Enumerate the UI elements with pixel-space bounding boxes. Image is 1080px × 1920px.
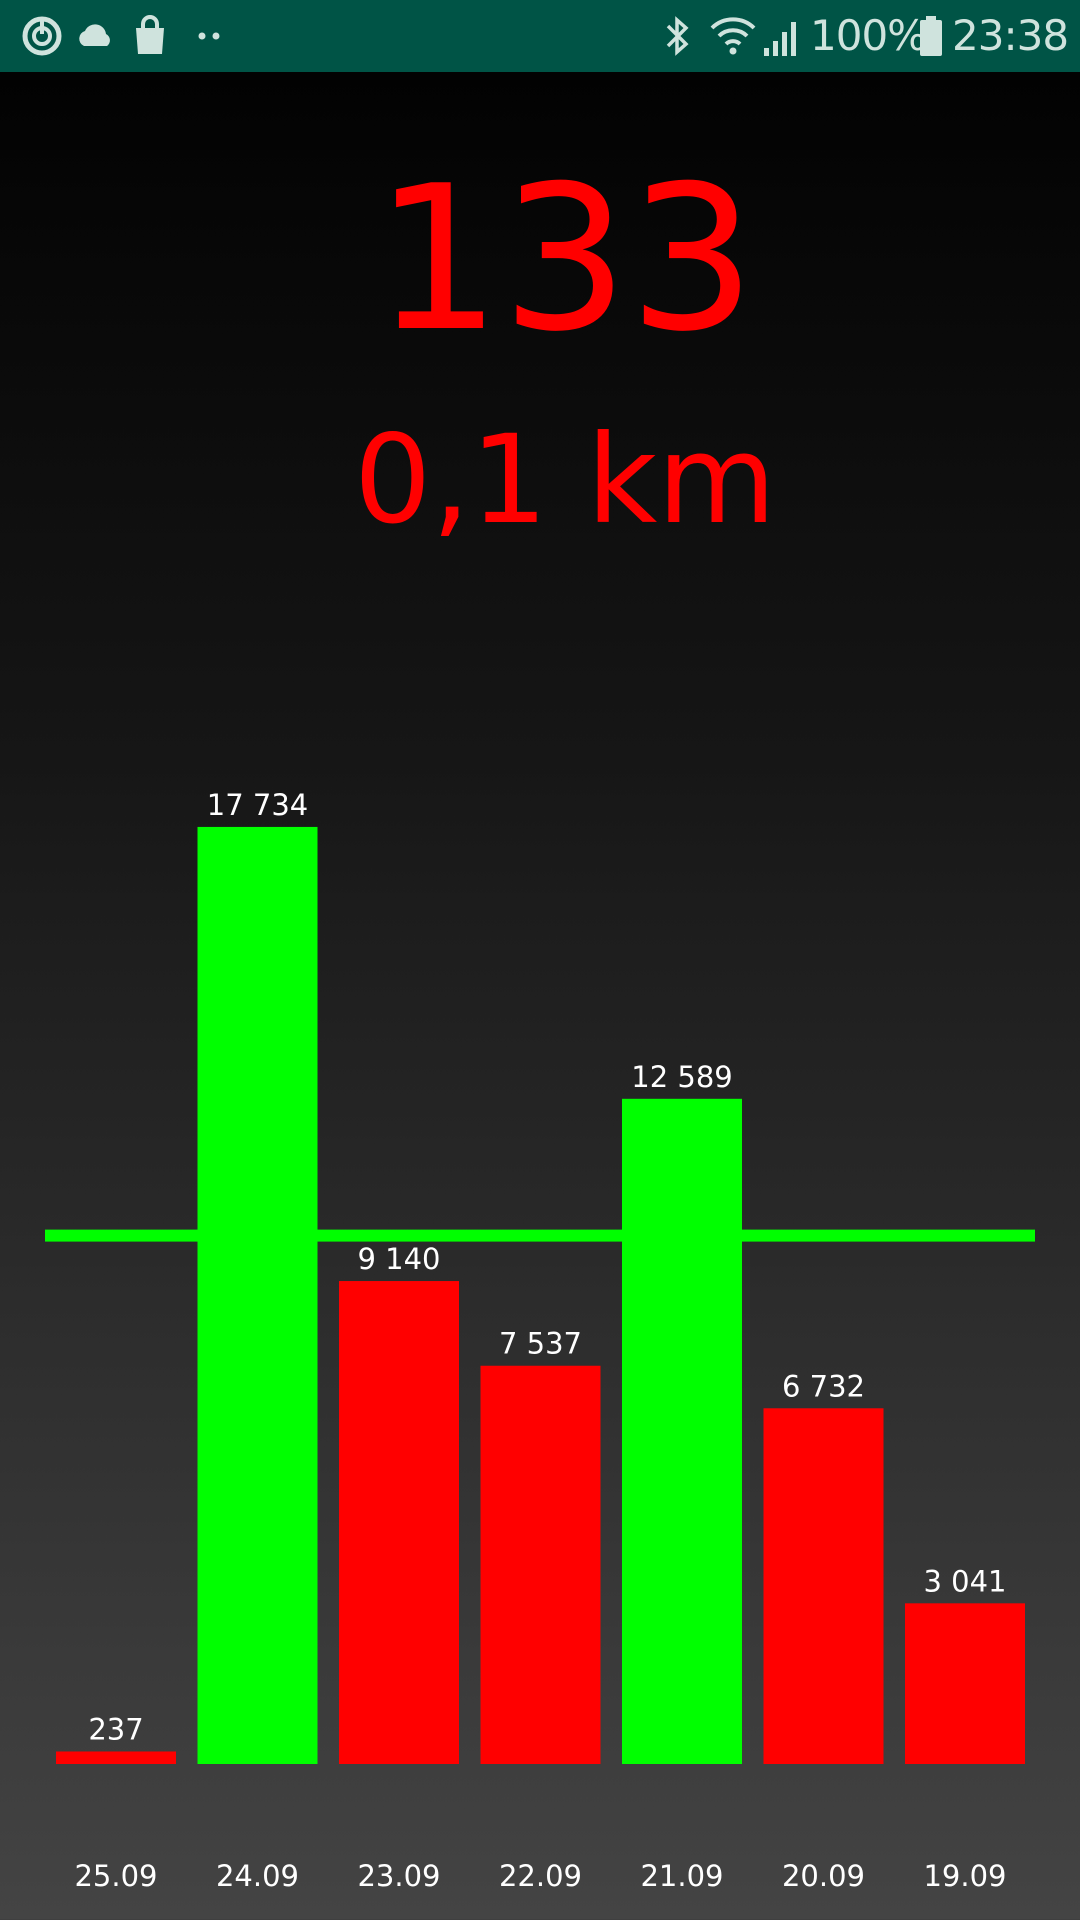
distance: 0,1 km [353,409,777,551]
battery-icon [920,16,942,56]
battery-percent: 100% [810,11,927,60]
bluetooth-icon [666,16,689,56]
bar-20.09 [763,1408,884,1764]
status-bar: 100% 23:38 [0,0,1080,72]
value-label-25.09: 237 [88,1712,143,1746]
value-label-22.09: 7 537 [499,1327,582,1361]
category-label-25.09: 25.09 [74,1859,157,1893]
clock: 23:38 [952,11,1069,60]
cloud-icon [79,24,110,46]
more-dots-icon [198,32,220,40]
signal-icon [764,22,796,56]
sync-icon [22,16,62,56]
bar-23.09 [339,1281,459,1764]
wifi-icon [710,17,756,55]
category-label-21.09: 21.09 [640,1859,723,1893]
value-label-19.09: 3 041 [923,1564,1006,1598]
value-label-23.09: 9 140 [357,1242,440,1276]
value-label-24.09: 17 734 [207,788,308,822]
value-label-21.09: 12 589 [631,1060,732,1094]
goal-line [45,1229,1035,1242]
bar-25.09 [56,1751,176,1764]
value-label-20.09: 6 732 [782,1369,865,1403]
shopping-bag-icon [136,15,164,54]
steps-count: 133 [374,143,756,376]
bar-22.09 [480,1365,601,1764]
bar-24.09 [197,826,318,1764]
category-label-23.09: 23.09 [357,1859,440,1893]
category-label-22.09: 22.09 [499,1859,582,1893]
category-label-19.09: 19.09 [923,1859,1006,1893]
category-label-20.09: 20.09 [782,1859,865,1893]
category-label-24.09: 24.09 [216,1859,299,1893]
bar-19.09 [905,1603,1025,1764]
bar-21.09 [622,1098,742,1764]
